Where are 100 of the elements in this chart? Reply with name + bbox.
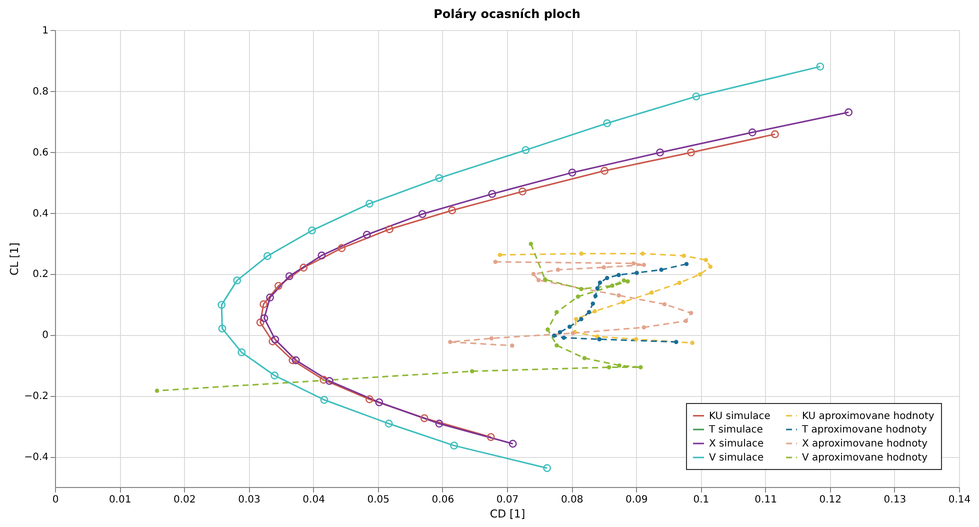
point bbox=[631, 261, 636, 266]
point bbox=[285, 272, 294, 280]
point bbox=[470, 369, 474, 374]
point bbox=[488, 190, 496, 198]
point bbox=[531, 272, 536, 276]
y-tick-label: −0.4 bbox=[24, 452, 48, 464]
x-tick-label: 0.11 bbox=[754, 494, 777, 506]
point bbox=[366, 395, 374, 404]
point bbox=[556, 268, 560, 272]
y-tick-label: 0.8 bbox=[32, 86, 48, 98]
point bbox=[274, 282, 282, 290]
point bbox=[338, 244, 346, 252]
point bbox=[325, 377, 334, 385]
point bbox=[659, 268, 664, 272]
point bbox=[554, 310, 559, 314]
point bbox=[574, 317, 578, 322]
point bbox=[576, 294, 580, 299]
legend-label: V aproximovane hodnoty bbox=[802, 452, 928, 464]
point bbox=[435, 420, 444, 428]
y-axis-title: CL [1] bbox=[8, 242, 22, 276]
point bbox=[386, 225, 394, 234]
x-tick-label: 0.01 bbox=[108, 494, 132, 506]
y-tick-label: 1 bbox=[42, 26, 48, 36]
point bbox=[638, 365, 643, 370]
point bbox=[582, 356, 587, 360]
point bbox=[708, 264, 713, 269]
x-tick-label: 0 bbox=[52, 494, 59, 506]
point bbox=[617, 363, 622, 368]
point bbox=[448, 340, 452, 344]
point bbox=[687, 148, 695, 156]
point bbox=[748, 128, 756, 136]
point bbox=[698, 272, 702, 276]
legend-label: T simulace bbox=[708, 424, 763, 436]
point bbox=[688, 310, 694, 316]
point bbox=[684, 262, 689, 266]
point bbox=[626, 279, 630, 284]
point bbox=[610, 284, 614, 288]
point bbox=[260, 314, 268, 322]
point bbox=[579, 252, 584, 256]
point bbox=[233, 276, 242, 284]
chart-title: Poláry ocasních ploch bbox=[434, 7, 580, 21]
x-tick-label: 0.03 bbox=[238, 494, 260, 506]
x-axis-title: CD [1] bbox=[490, 508, 526, 520]
point bbox=[592, 309, 597, 314]
point bbox=[616, 293, 621, 298]
y-tick-label: 0 bbox=[42, 330, 48, 342]
point bbox=[593, 294, 598, 298]
point bbox=[682, 254, 686, 258]
point bbox=[684, 318, 688, 324]
x-tick-label: 0.09 bbox=[626, 494, 648, 506]
y-tick-label: −0.2 bbox=[24, 391, 48, 402]
point bbox=[844, 108, 853, 116]
point bbox=[634, 270, 639, 275]
point bbox=[518, 188, 526, 196]
x-tick-label: 0.1 bbox=[693, 494, 710, 506]
point bbox=[546, 327, 550, 332]
point bbox=[543, 464, 551, 472]
point bbox=[300, 264, 308, 272]
point bbox=[586, 310, 592, 314]
point bbox=[634, 337, 638, 342]
legend-label: KU simulace bbox=[709, 410, 770, 422]
point bbox=[590, 301, 595, 306]
point bbox=[271, 336, 280, 344]
x-tick-label: 0.02 bbox=[174, 494, 196, 506]
point bbox=[621, 300, 626, 304]
point bbox=[642, 262, 646, 268]
point bbox=[260, 300, 268, 308]
point bbox=[674, 340, 678, 344]
point bbox=[568, 168, 576, 177]
point bbox=[552, 333, 556, 338]
legend-label: X aproximovane hodnoty bbox=[802, 438, 928, 450]
point bbox=[268, 337, 277, 346]
y-tick-label: 0.4 bbox=[32, 208, 48, 220]
point bbox=[450, 442, 458, 450]
point bbox=[493, 260, 498, 264]
x-tick-label: 0.07 bbox=[496, 494, 519, 506]
point bbox=[579, 317, 584, 322]
point bbox=[288, 356, 297, 364]
point bbox=[384, 420, 393, 428]
point bbox=[600, 166, 608, 175]
point bbox=[218, 324, 226, 333]
point bbox=[320, 376, 328, 384]
point bbox=[362, 230, 371, 239]
x-tick-label: 0.08 bbox=[560, 494, 584, 506]
point bbox=[616, 272, 621, 278]
point bbox=[690, 340, 694, 346]
point bbox=[602, 265, 606, 270]
point bbox=[308, 226, 316, 234]
point bbox=[603, 119, 612, 128]
point bbox=[562, 336, 566, 340]
point bbox=[292, 356, 300, 364]
point bbox=[622, 278, 626, 283]
point bbox=[536, 278, 541, 282]
x-tick-label: 0.12 bbox=[819, 494, 842, 506]
point bbox=[662, 302, 667, 306]
point bbox=[270, 372, 278, 380]
point bbox=[266, 294, 274, 302]
point bbox=[656, 148, 664, 156]
y-tick-label: 0.6 bbox=[32, 147, 48, 158]
point bbox=[218, 300, 226, 309]
